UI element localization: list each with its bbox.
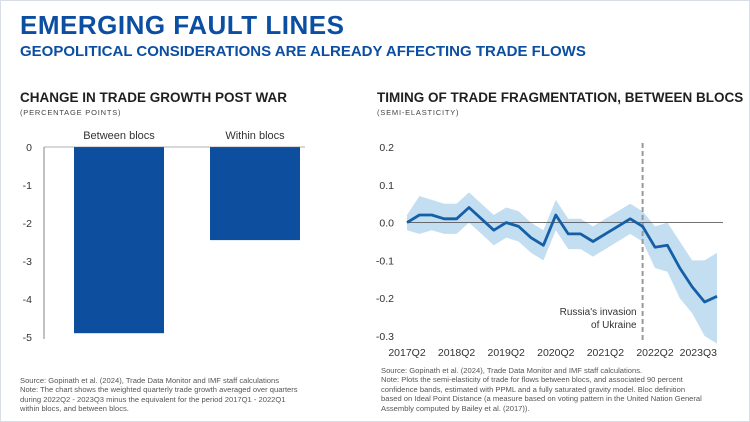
y-tick-label: -5	[23, 332, 32, 344]
right-note-line: Note: Plots the semi-elasticity of trade…	[381, 375, 683, 385]
left-chart-notes: Source: Gopinath et al. (2024), Trade Da…	[20, 376, 298, 414]
main-subtitle: GEOPOLITICAL CONSIDERATIONS ARE ALREADY …	[20, 43, 586, 60]
x-tick-label: 2023Q3	[680, 347, 718, 359]
right-chart-title: TIMING OF TRADE FRAGMENTATION, BETWEEN B…	[377, 90, 744, 105]
right-note-line: based on Ideal Point Distance (a measure…	[381, 394, 702, 404]
right-note-line: confidence bands, estimated with PPML an…	[381, 384, 686, 394]
y-tick-label: 0	[26, 142, 32, 154]
x-tick-label: 2017Q2	[388, 347, 426, 359]
right-note-line: Assembly computed by Bailey et al. (2017…	[381, 403, 530, 413]
y-tick-label: -3	[23, 256, 32, 268]
right-chart-notes: Source: Gopinath et al. (2024), Trade Da…	[381, 366, 702, 413]
right-chart-subtitle: (SEMI-ELASTICITY)	[377, 108, 460, 117]
y-tick-label: -2	[23, 218, 32, 230]
y-tick-label: -1	[23, 180, 32, 192]
left-note-line: within blocs, and between blocs.	[20, 404, 129, 414]
category-label: Within blocs	[225, 130, 285, 142]
main-title: EMERGING FAULT LINES	[20, 10, 345, 40]
annotation-text: Russia's invasion	[560, 307, 637, 318]
fragmentation-line-chart: 0.2 0.1 0.0 -0.1 -0.2 -0.3 2017Q2 2018Q2 2019Q2 2…	[376, 142, 723, 359]
y-tick-label: -4	[23, 294, 32, 306]
semi-elasticity-line	[406, 206, 718, 304]
left-note-line: during 2022Q2 - 2023Q3 minus the equival…	[20, 394, 286, 404]
x-tick-label: 2018Q2	[438, 347, 476, 359]
trade-growth-bar-chart: 0 -1 -2 -3 -4 -5 Between blocs Within blocs	[23, 130, 305, 344]
y-tick-label: 0.2	[379, 142, 394, 154]
x-tick-label: 2021Q2	[587, 347, 625, 359]
annotation-text: of Ukraine	[591, 320, 637, 331]
y-tick-label: -0.3	[376, 331, 394, 343]
bar	[210, 147, 300, 241]
y-tick-label: 0.1	[379, 180, 394, 192]
y-tick-label: -0.1	[376, 255, 394, 267]
bar	[74, 147, 164, 334]
left-note-line: Note: The chart shows the weighted quart…	[20, 385, 298, 395]
y-tick-label: -0.2	[376, 293, 394, 305]
left-chart-title: CHANGE IN TRADE GROWTH POST WAR	[20, 90, 287, 105]
left-note-line: Source: Gopinath et al. (2024), Trade Da…	[20, 376, 280, 385]
left-chart-subtitle: (PERCENTAGE POINTS)	[20, 108, 122, 117]
category-label: Between blocs	[83, 130, 155, 142]
x-tick-label: 2020Q2	[537, 347, 575, 359]
x-tick-label: 2022Q2	[636, 347, 674, 359]
confidence-band	[407, 192, 717, 344]
y-tick-label: 0.0	[379, 218, 394, 230]
x-tick-label: 2019Q2	[488, 347, 526, 359]
right-note-line: Source: Gopinath et al. (2024), Trade Da…	[381, 366, 643, 375]
